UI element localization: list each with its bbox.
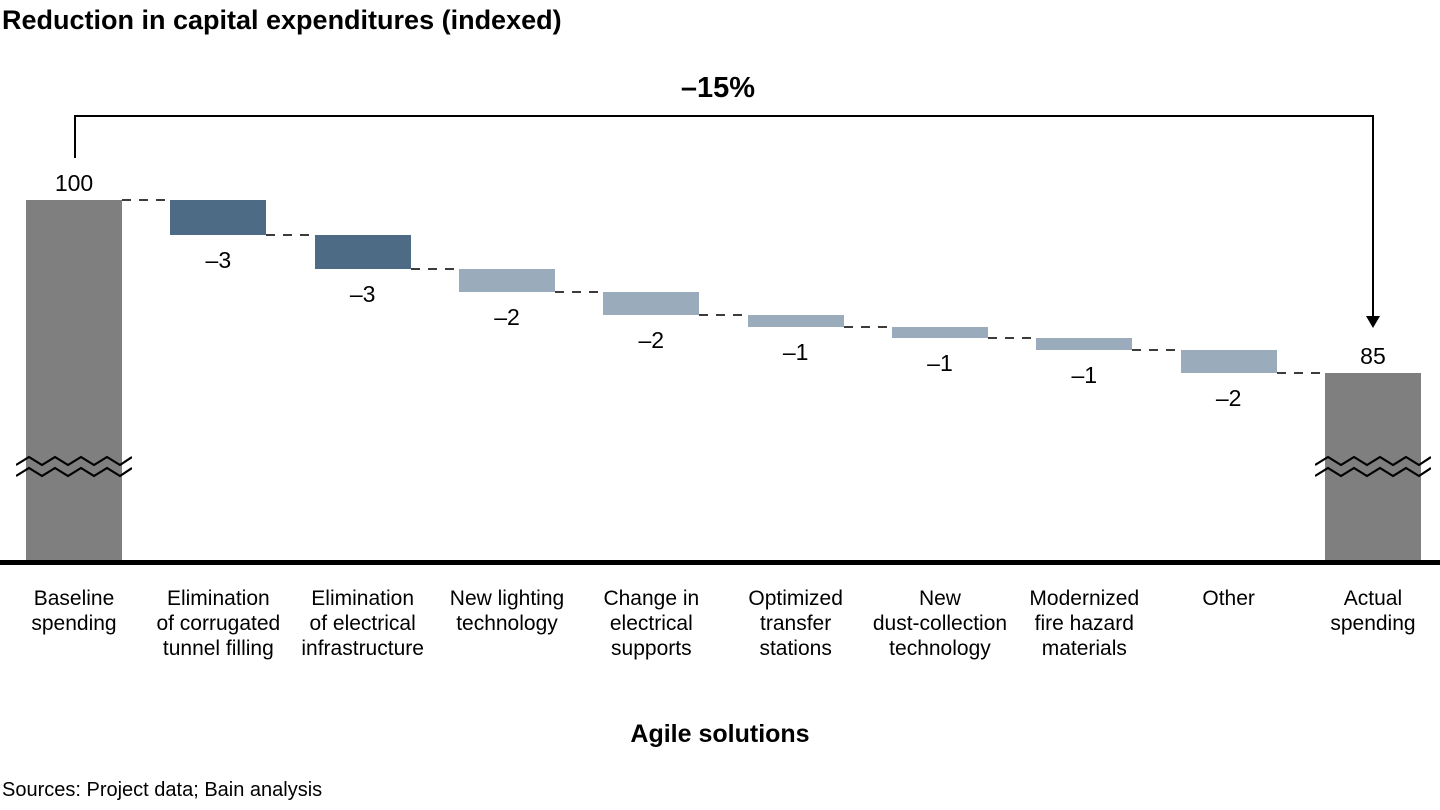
category-label: Baseline spending: [31, 587, 117, 635]
x-axis-line: [0, 560, 1440, 565]
category-label: Modernized fire hazard materials: [1029, 587, 1140, 660]
sources-note: Sources: Project data; Bain analysis: [2, 779, 323, 801]
total-bar: [26, 200, 122, 560]
category-label: Optimized transfer stations: [748, 587, 843, 660]
step-bar: [1180, 349, 1277, 373]
axis-break-icon: [15, 450, 133, 487]
category-label: New lighting technology: [449, 587, 565, 635]
category-label: Actual spending: [1330, 587, 1416, 635]
connector-dashed-line: [843, 325, 892, 328]
category-label: New dust-collection technology: [872, 587, 1008, 660]
x-axis-title: Agile solutions: [630, 720, 810, 748]
connector-dashed-line: [699, 314, 748, 316]
bar-value-label: –1: [782, 338, 809, 365]
bar-value-label: –3: [349, 281, 376, 307]
bar-value-label: –2: [1215, 384, 1242, 411]
bracket-line-right: [1372, 115, 1374, 317]
step-bar: [891, 326, 988, 338]
bar-value-label: –2: [494, 304, 520, 330]
bar-value-label: –1: [927, 350, 953, 376]
connector-dashed-line: [554, 291, 604, 293]
step-bar: [603, 292, 700, 315]
step-bar: [1036, 338, 1133, 350]
step-bar: [314, 234, 411, 269]
connector-dashed-line: [410, 268, 459, 270]
bar-value-label: –2: [638, 327, 665, 353]
total-change-label: –15%: [680, 72, 756, 104]
chart-title: Reduction in capital expenditures (index…: [2, 5, 562, 35]
step-bar: [170, 200, 267, 235]
bracket-line-horizontal: [74, 115, 1373, 117]
bracket-line-left: [74, 115, 76, 158]
category-label: Other: [1202, 587, 1255, 610]
bar-value-label: –3: [205, 246, 232, 273]
category-label: Elimination of corrugated tunnel filling: [156, 587, 281, 660]
category-label: Elimination of electrical infrastructure: [301, 587, 424, 660]
step-bar: [747, 315, 844, 327]
axis-break-icon: [1314, 450, 1432, 487]
bar-value-label: –1: [1071, 361, 1098, 388]
step-bar: [458, 269, 555, 292]
connector-dashed-line: [987, 337, 1037, 339]
connector-dashed-line: [266, 233, 315, 236]
bar-value-label: 100: [54, 170, 94, 196]
bar-value-label: 85: [1360, 342, 1386, 369]
connector-dashed-line: [122, 199, 171, 201]
arrow-down-icon: [1366, 316, 1380, 328]
connector-dashed-line: [1132, 348, 1181, 351]
connector-dashed-line: [1276, 371, 1325, 374]
category-label: Change in electrical supports: [603, 587, 700, 660]
